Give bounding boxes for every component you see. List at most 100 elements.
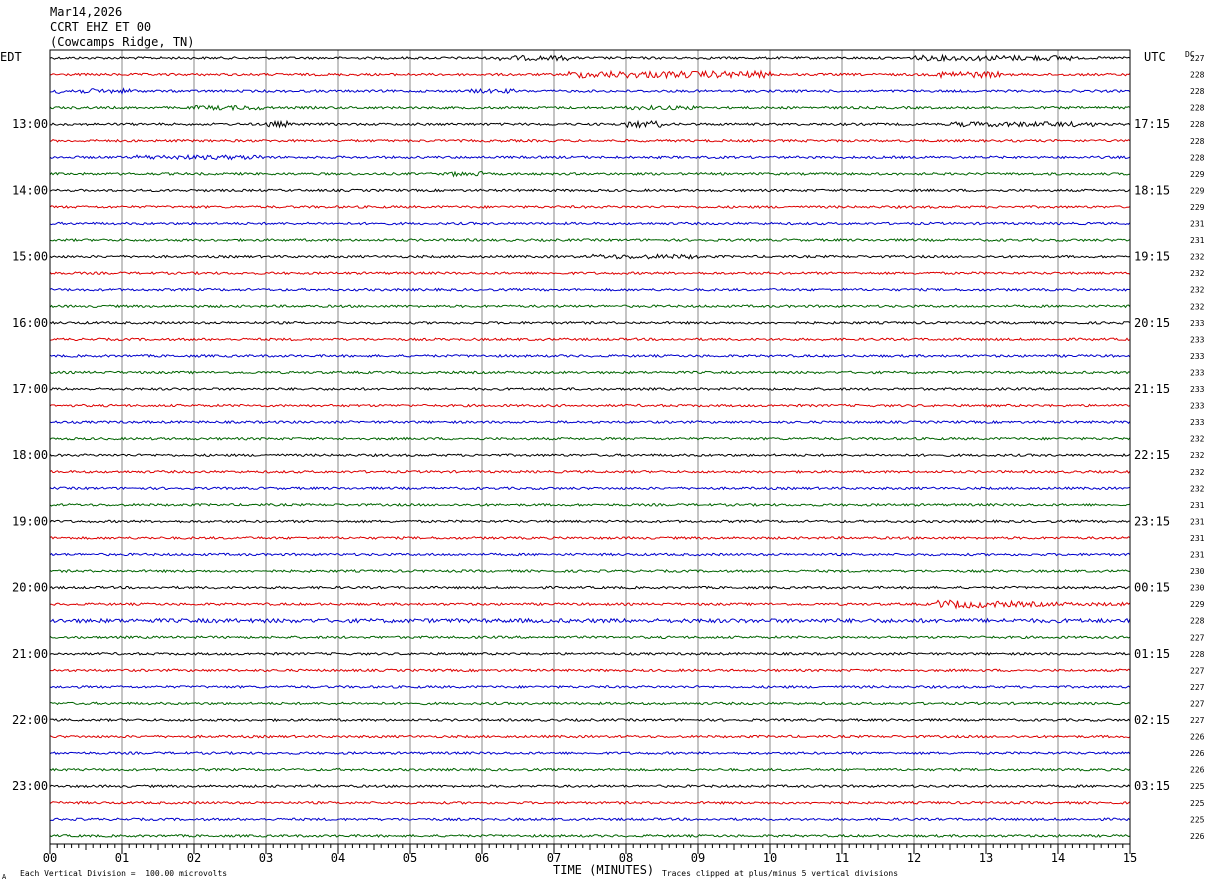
x-tick-label: 09: [691, 851, 705, 865]
x-tick-label: 06: [475, 851, 489, 865]
dc-offset-value: 228: [1190, 650, 1205, 659]
trace-row: [49, 320, 1131, 325]
dc-offset-value: 228: [1190, 71, 1205, 80]
utc-axis-label: UTC: [1144, 50, 1166, 64]
x-tick-label: 03: [259, 851, 273, 865]
x-tick-label: 04: [331, 851, 345, 865]
dc-offset-value: 233: [1190, 368, 1205, 377]
trace-row: [49, 767, 1131, 772]
utc-hour-label: 17:15: [1134, 117, 1170, 131]
edt-hour-label: 13:00: [12, 117, 48, 131]
trace-row: [49, 486, 1131, 491]
x-axis: 00 01 02 03 04 05 06 07 08 09 10 11 12 13 14 15: [43, 844, 1137, 865]
utc-hour-label: 03:15: [1134, 779, 1170, 793]
dc-offset-value: 228: [1190, 137, 1205, 146]
x-tick-label: 12: [907, 851, 921, 865]
trace-row: [49, 403, 1131, 408]
dc-offset-value: 230: [1190, 584, 1205, 593]
trace-row: [49, 237, 1131, 243]
dc-offset-value: 231: [1190, 501, 1205, 510]
trace-row: [49, 188, 1131, 193]
trace-row: [49, 552, 1131, 557]
grid-lines: [121, 50, 1059, 844]
date-label: Mar14,2026: [50, 5, 123, 19]
utc-hour-label: 22:15: [1134, 448, 1170, 462]
trace-row: [49, 535, 1131, 540]
dc-offset-value: 225: [1190, 815, 1205, 824]
dc-offset-value: 225: [1190, 799, 1205, 808]
dc-offset-value: 232: [1190, 451, 1205, 460]
dc-offset-value: 229: [1190, 186, 1205, 195]
trace-row: [49, 119, 1131, 129]
edt-hour-label: 15:00: [12, 250, 48, 264]
dc-offset-value: 226: [1190, 766, 1205, 775]
dc-offset-value: 231: [1190, 534, 1205, 543]
x-tick-label: 05: [403, 851, 417, 865]
dc-offset-value: 226: [1190, 832, 1205, 841]
dc-offset-value: 233: [1190, 335, 1205, 344]
trace-row: [49, 684, 1131, 689]
trace-row: [49, 734, 1131, 739]
hour-labels: 13:00 14:00 15:00 16:00 17:00 18:00 19:00 20:00…: [12, 117, 1170, 793]
trace-row: [49, 253, 1131, 260]
dc-offset-value: 229: [1190, 170, 1205, 179]
scale-note: Each Vertical Division = 100.00 microvol…: [20, 869, 227, 878]
dc-offset-value: 228: [1190, 617, 1205, 626]
dc-offset-value: 232: [1190, 468, 1205, 477]
trace-row: [49, 599, 1131, 610]
utc-hour-label: 00:15: [1134, 581, 1170, 595]
trace-row: [49, 453, 1131, 458]
trace-row: [49, 750, 1131, 756]
location-label: (Cowcamps Ridge, TN): [50, 35, 195, 49]
x-axis-title: TIME (MINUTES): [553, 863, 654, 877]
corner-mark: A: [2, 873, 7, 881]
dc-offset-value: 226: [1190, 749, 1205, 758]
trace-row: [49, 502, 1131, 507]
trace-layer: [49, 53, 1131, 838]
dc-offset-value: 228: [1190, 153, 1205, 162]
trace-row: [49, 817, 1131, 822]
plot-frame: [49, 49, 1131, 845]
trace-row: [49, 833, 1131, 838]
dc-offset-value: 229: [1190, 600, 1205, 609]
trace-row: [49, 370, 1131, 375]
trace-row: [49, 569, 1131, 574]
x-tick-label: 02: [187, 851, 201, 865]
edt-hour-label: 18:00: [12, 448, 48, 462]
dc-offset-value: 233: [1190, 418, 1205, 427]
dc-offset-value: 231: [1190, 517, 1205, 526]
x-tick-label: 10: [763, 851, 777, 865]
dc-offset-value: 233: [1190, 319, 1205, 328]
edt-hour-label: 23:00: [12, 779, 48, 793]
trace-row: [49, 701, 1131, 706]
dc-offset-value: 227: [1190, 633, 1205, 642]
utc-hour-label: 01:15: [1134, 647, 1170, 661]
trace-row: [49, 519, 1131, 524]
utc-hour-label: 18:15: [1134, 183, 1170, 197]
dc-offset-value: 227: [1190, 666, 1205, 675]
x-tick-label: 08: [619, 851, 633, 865]
utc-hour-label: 23:15: [1134, 514, 1170, 528]
trace-row: [49, 287, 1131, 292]
dc-offset-value: 233: [1190, 385, 1205, 394]
trace-row: [49, 221, 1131, 226]
x-tick-label: 07: [547, 851, 561, 865]
edt-hour-label: 17:00: [12, 382, 48, 396]
dc-offset-value: 231: [1190, 236, 1205, 245]
dc-offset-value: 232: [1190, 286, 1205, 295]
dc-offset-labels: 227 228 228 228 228 228 228 229 229 229 231 231 232 2…: [1190, 54, 1205, 841]
edt-hour-label: 21:00: [12, 647, 48, 661]
trace-row: [49, 800, 1131, 805]
utc-hour-label: 19:15: [1134, 250, 1170, 264]
dc-offset-value: 231: [1190, 551, 1205, 560]
x-tick-label: 13: [979, 851, 993, 865]
dc-offset-value: 225: [1190, 782, 1205, 791]
trace-row: [49, 635, 1131, 640]
trace-row: [49, 784, 1131, 789]
edt-axis-label: EDT: [0, 50, 22, 64]
trace-row: [49, 104, 1131, 112]
utc-hour-label: 20:15: [1134, 316, 1170, 330]
trace-row: [49, 337, 1131, 342]
dc-offset-value: 233: [1190, 402, 1205, 411]
trace-row: [49, 69, 1131, 80]
